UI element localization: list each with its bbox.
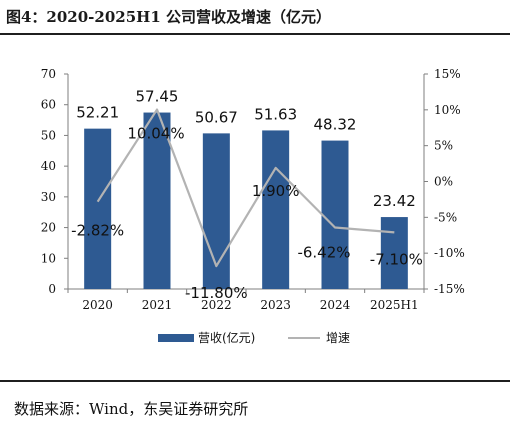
- revenue-data-label: 52.21: [76, 104, 119, 122]
- left-tick-label: 20: [41, 221, 56, 235]
- growth-data-label: 10.04%: [127, 125, 184, 143]
- revenue-bar: [143, 112, 171, 290]
- x-tick-label: 2025H1: [370, 298, 419, 312]
- revenue-bar: [380, 217, 408, 289]
- revenue-data-label: 48.32: [314, 116, 357, 134]
- revenue-data-label: 57.45: [136, 88, 179, 106]
- x-tick-label: 2024: [320, 298, 351, 312]
- growth-line: [96, 108, 395, 268]
- left-tick-label: 30: [41, 190, 56, 204]
- revenue-data-label: 23.42: [373, 192, 416, 210]
- bottom-rule: [0, 380, 510, 382]
- left-tick-label: 40: [41, 159, 56, 173]
- growth-data-label: -6.42%: [297, 244, 350, 262]
- left-tick-label: 10: [41, 251, 56, 265]
- revenue-bar: [84, 128, 112, 289]
- x-tick-label: 2021: [142, 298, 173, 312]
- growth-data-label: 1.90%: [252, 182, 300, 200]
- left-tick-label: 0: [48, 282, 56, 296]
- right-tick-label: -5%: [434, 210, 457, 224]
- right-tick-label: 5%: [434, 139, 453, 153]
- revenue-bar: [321, 140, 349, 289]
- revenue-data-label: 51.63: [254, 105, 297, 123]
- right-tick-label: 10%: [434, 103, 461, 117]
- source-note: 数据来源：Wind，东吴证券研究所: [14, 400, 249, 418]
- x-tick-label: 2020: [82, 298, 113, 312]
- growth-data-label: -11.80%: [185, 284, 248, 302]
- revenue-data-label: 50.67: [195, 108, 238, 126]
- right-tick-label: -10%: [434, 246, 465, 260]
- revenue-bar: [262, 130, 290, 289]
- revenue-growth-chart: 0 10 20 30 40 50 60 70 -15% -10% -5% 0% 5% 10% 15% 2020…: [41, 67, 465, 345]
- right-tick-label: 0%: [434, 175, 453, 189]
- left-tick-label: 60: [41, 98, 56, 112]
- growth-data-label: -2.82%: [71, 222, 124, 240]
- legend-label-revenue: 营收(亿元): [198, 330, 255, 345]
- growth-data-label: -7.10%: [370, 250, 423, 268]
- figure-title: 图4：2020-2025H1 公司营收及增速（亿元）: [6, 8, 331, 26]
- top-rule: [0, 33, 510, 35]
- x-tick-label: 2022: [201, 298, 232, 312]
- legend-swatch-revenue: [158, 334, 194, 342]
- left-tick-label: 70: [41, 67, 56, 81]
- x-tick-label: 2023: [260, 298, 291, 312]
- right-tick-label: -15%: [434, 282, 465, 296]
- legend-label-growth: 增速: [326, 331, 350, 345]
- right-tick-label: 15%: [434, 67, 461, 81]
- left-tick-label: 50: [41, 128, 56, 142]
